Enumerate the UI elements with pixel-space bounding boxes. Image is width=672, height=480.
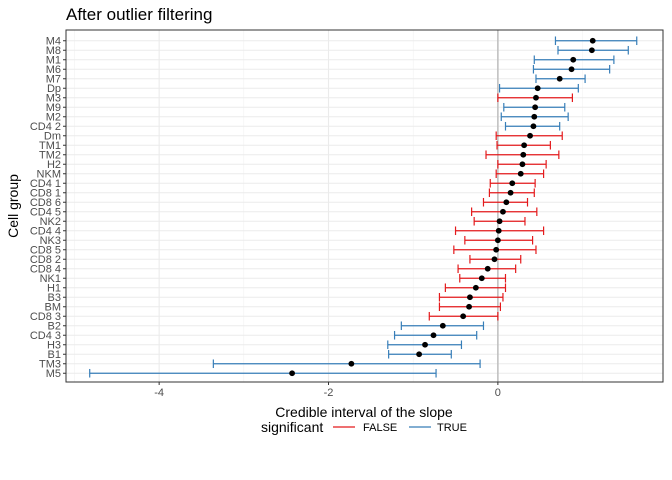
error-bar bbox=[554, 36, 638, 46]
y-tick-label: CD4 5 bbox=[30, 207, 61, 219]
y-tick-label: NK2 bbox=[40, 216, 61, 228]
error-bar bbox=[212, 359, 481, 369]
x-axis: -4 -2 0 bbox=[154, 382, 501, 399]
y-tick-label: Dm bbox=[44, 131, 61, 143]
y-tick-label: B3 bbox=[48, 292, 61, 304]
y-tick-label: BM bbox=[45, 302, 62, 314]
y-tick-label: H3 bbox=[47, 340, 61, 352]
estimate-point bbox=[509, 180, 516, 187]
y-tick-label: M7 bbox=[46, 74, 61, 86]
x-tick-label: -2 bbox=[324, 387, 334, 399]
y-tick-label: NK3 bbox=[40, 235, 61, 247]
estimate-point bbox=[519, 161, 526, 168]
estimate-point bbox=[422, 341, 428, 348]
estimate-point bbox=[531, 113, 538, 120]
estimate-point bbox=[467, 294, 473, 301]
y-tick-label: TM2 bbox=[39, 150, 61, 162]
y-tick-label: Dp bbox=[47, 83, 61, 95]
y-tick-label: M8 bbox=[46, 45, 61, 57]
legend-label-false: FALSE bbox=[363, 422, 397, 434]
y-tick-label: CD4 4 bbox=[30, 226, 61, 238]
estimate-point bbox=[500, 208, 506, 215]
y-tick-label: B2 bbox=[48, 321, 61, 333]
y-tick-label: M3 bbox=[46, 93, 61, 105]
x-tick-label: 0 bbox=[495, 387, 501, 399]
panel-border bbox=[65, 29, 664, 383]
y-tick-label: M5 bbox=[46, 368, 61, 380]
y-tick-label: M2 bbox=[46, 112, 61, 124]
estimate-point bbox=[495, 227, 502, 234]
y-tick-label: CD8 5 bbox=[30, 245, 61, 257]
estimate-point bbox=[430, 332, 437, 339]
y-tick-label: CD8 4 bbox=[30, 264, 61, 276]
estimate-point bbox=[466, 303, 472, 310]
y-tick-label: CD8 2 bbox=[30, 254, 61, 266]
y-tick-label: TM3 bbox=[39, 359, 61, 371]
estimate-point bbox=[484, 265, 491, 272]
legend-label-true: TRUE bbox=[437, 422, 467, 434]
estimate-point bbox=[520, 151, 527, 158]
estimate-point bbox=[527, 132, 533, 139]
estimate-point bbox=[570, 56, 577, 63]
estimate-point bbox=[478, 275, 485, 282]
estimate-points bbox=[289, 37, 596, 377]
estimate-point bbox=[460, 313, 467, 320]
y-axis-title: Cell group bbox=[5, 174, 21, 238]
y-tick-label: H2 bbox=[47, 159, 61, 171]
chart-title: After outlier filtering bbox=[66, 5, 212, 24]
estimate-point bbox=[416, 351, 423, 358]
estimate-point bbox=[503, 199, 510, 206]
estimate-point bbox=[568, 66, 575, 73]
y-tick-label: M9 bbox=[46, 102, 61, 114]
estimate-point bbox=[532, 104, 539, 111]
estimate-point bbox=[517, 170, 524, 177]
estimate-point bbox=[439, 322, 446, 329]
x-tick-label: -4 bbox=[154, 387, 164, 399]
y-tick-label: TM1 bbox=[39, 140, 61, 152]
y-tick-label: NKM bbox=[37, 169, 61, 181]
y-tick-label: CD4 3 bbox=[30, 330, 61, 342]
legend: significant FALSE TRUE bbox=[261, 419, 467, 435]
estimate-point bbox=[530, 123, 537, 130]
estimate-point bbox=[533, 94, 539, 101]
estimate-point bbox=[589, 37, 596, 44]
y-tick-label: M6 bbox=[46, 64, 61, 76]
estimate-point bbox=[521, 142, 528, 149]
estimate-point bbox=[348, 360, 355, 367]
y-tick-label: B1 bbox=[48, 349, 61, 361]
y-tick-label: NK1 bbox=[40, 273, 61, 285]
y-tick-label: CD8 3 bbox=[30, 311, 61, 323]
estimate-point bbox=[534, 85, 541, 92]
estimate-point bbox=[588, 47, 595, 54]
y-tick-label: H1 bbox=[47, 283, 61, 295]
estimate-point bbox=[493, 246, 500, 253]
estimate-point bbox=[289, 370, 295, 377]
y-tick-label: M1 bbox=[46, 55, 61, 67]
estimate-point bbox=[491, 256, 498, 263]
y-tick-label: CD4 2 bbox=[30, 121, 61, 133]
y-tick-label: CD8 6 bbox=[30, 197, 61, 209]
estimate-point bbox=[556, 75, 563, 82]
legend-title: significant bbox=[261, 419, 323, 435]
y-tick-label: CD4 1 bbox=[30, 178, 61, 190]
estimate-point bbox=[472, 284, 479, 291]
estimate-point bbox=[496, 218, 503, 225]
estimate-point bbox=[494, 237, 501, 244]
y-tick-label: CD8 1 bbox=[30, 188, 61, 200]
y-tick-label: M4 bbox=[46, 36, 61, 48]
error-bar bbox=[89, 368, 437, 378]
estimate-point bbox=[507, 189, 514, 196]
x-axis-title: Credible interval of the slope bbox=[275, 404, 453, 420]
